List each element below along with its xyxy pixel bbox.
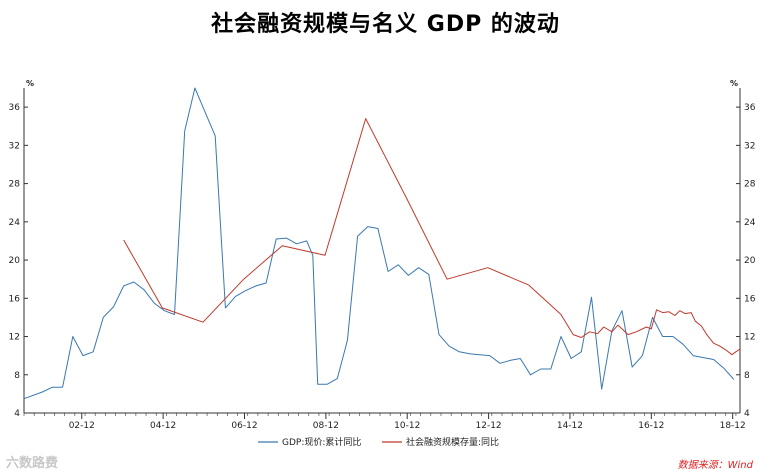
series-group: [23, 87, 741, 400]
y-tick-label-right: 12: [744, 333, 755, 343]
x-tick-label: 12-12: [476, 421, 502, 431]
legend-label-1: GDP:现价:累计同比: [282, 436, 361, 448]
y-tick-label-right: 8: [744, 371, 750, 381]
x-tick-label: 08-12: [313, 421, 339, 431]
source-note: 数据来源：Wind: [677, 460, 753, 471]
x-tick-label: 04-12: [150, 421, 176, 431]
y-tick-label-left: 36: [9, 103, 21, 113]
plot-area: [24, 88, 740, 413]
y-tick-label-left: 12: [9, 333, 20, 343]
y-tick-label-left: 4: [14, 409, 20, 419]
y-tick-label-right: 16: [744, 294, 756, 304]
y-tick-label-left: 32: [9, 141, 20, 151]
legend-label-2: 社会融资规模存量:同比: [406, 436, 499, 448]
watermark: 六数路费: [6, 456, 59, 471]
x-tick-label: 14-12: [557, 421, 583, 431]
series-line-1: [23, 87, 735, 400]
y-tick-label-left: 28: [9, 180, 21, 190]
chart-title: 社会融资规模与名义 GDP 的波动: [211, 12, 560, 37]
y-unit-left: %: [26, 79, 34, 88]
y-tick-label-right: 36: [744, 103, 756, 113]
y-tick-label-left: 24: [9, 218, 21, 228]
y-tick-label-left: 20: [9, 256, 21, 266]
y-tick-label-left: 16: [9, 294, 21, 304]
y-tick-label-right: 24: [744, 218, 756, 228]
x-tick-label: 02-12: [69, 421, 95, 431]
y-tick-label-right: 28: [744, 180, 756, 190]
y-tick-label-right: 32: [744, 141, 755, 151]
y-unit-right: %: [730, 79, 738, 88]
y-tick-label-left: 8: [14, 371, 20, 381]
y-tick-label-right: 4: [744, 409, 750, 419]
legend: GDP:现价:累计同比 社会融资规模存量:同比: [258, 436, 499, 448]
y-tick-label-right: 20: [744, 256, 756, 266]
series-line-2: [123, 118, 741, 356]
x-tick-label: 06-12: [231, 421, 257, 431]
x-tick-label: 16-12: [638, 421, 664, 431]
x-tick-label: 18-12: [720, 421, 746, 431]
axes-group: % % 4 4 8 8 12 12 16 16 20 20 24 24 28 28 32 32 36 36 02-12 0…: [9, 79, 756, 431]
x-tick-label: 10-12: [394, 421, 420, 431]
